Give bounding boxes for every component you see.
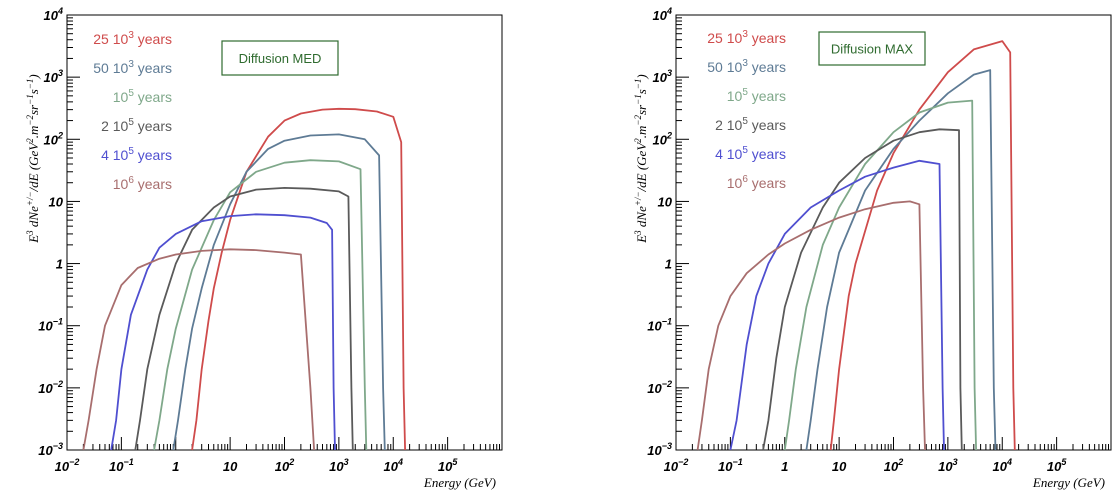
y-tick-label: 102 (653, 130, 672, 147)
legend-entry-1: 50 103 years (707, 58, 786, 75)
x-tick-label: 10−2 (664, 457, 689, 474)
y-axis-ticks (67, 14, 80, 451)
x-tick-label: 104 (384, 457, 403, 474)
legend-entry-3: 2 105 years (715, 116, 786, 133)
legend-entry-0: 25 103 years (707, 29, 786, 46)
legend-entry-1: 50 103 years (93, 59, 172, 76)
chart-panel-diffusion-med: 10−2 10−1 1 10 102 103 104 10510−310−210−111010… (25, 6, 503, 490)
x-tick-label: 103 (938, 457, 957, 474)
x-tick-label: 102 (275, 457, 294, 474)
y-tick-label: 10 (658, 194, 673, 209)
x-tick-label: 1 (781, 459, 788, 474)
x-axis-ticks (675, 437, 1110, 450)
legend-entry-3: 2 105 years (101, 117, 172, 134)
series-line-1 (172, 133, 386, 451)
x-axis-label: Energy (GeV) (1032, 475, 1105, 490)
plot-frame (66, 14, 503, 451)
x-tick-label: 10−1 (718, 457, 743, 474)
annotation-box (818, 31, 926, 66)
x-tick-label: 103 (329, 457, 348, 474)
x-tick-label: 105 (438, 457, 458, 474)
x-tick-label: 10−2 (55, 457, 80, 474)
x-tick-label: 10 (832, 459, 847, 474)
y-axis-ticks (676, 14, 689, 451)
legend-entry-5: 106 years (113, 175, 172, 192)
x-tick-label: 104 (993, 457, 1012, 474)
series-line-1 (805, 69, 997, 451)
y-tick-label: 10−2 (647, 379, 672, 396)
y-tick-label: 10−3 (647, 441, 672, 458)
annotation-label: Diffusion MED (239, 51, 322, 66)
series-line-4 (110, 213, 336, 451)
x-tick-label: 105 (1047, 457, 1067, 474)
x-axis-label: Energy (GeV) (423, 475, 496, 490)
annotation-label: Diffusion MAX (831, 42, 913, 57)
y-tick-label: 103 (44, 68, 63, 85)
series-line-2 (783, 99, 977, 451)
x-tick-label: 1 (172, 459, 179, 474)
y-tick-label: 1 (665, 257, 672, 272)
x-tick-label: 10 (223, 459, 238, 474)
y-tick-label: 10−3 (38, 441, 63, 458)
legend-entry-4: 4 105 years (101, 146, 172, 163)
chart-panel-diffusion-max: 10−2 10−1 1 10 102 103 104 10510−310−210−111010… (633, 6, 1112, 490)
legend-entry-0: 25 103 years (93, 30, 172, 47)
x-axis-ticks (66, 437, 501, 450)
y-tick-label: 102 (44, 130, 63, 147)
series-line-3 (134, 187, 354, 451)
y-tick-label: 10−1 (647, 317, 672, 334)
legend-entry-4: 4 105 years (715, 145, 786, 162)
y-axis-label: E3 dNe+/−/dE (GeV2.m−2sr−1s−1) (633, 74, 649, 243)
y-tick-label: 104 (44, 6, 63, 23)
legend-entry-2: 105 years (113, 88, 172, 105)
series-line-0 (191, 107, 406, 451)
series-line-2 (153, 159, 368, 451)
y-tick-label: 1 (56, 257, 63, 272)
series-line-3 (762, 128, 963, 451)
legend-entry-2: 105 years (727, 87, 786, 104)
y-tick-label: 10−2 (38, 379, 63, 396)
annotation-box (221, 40, 339, 76)
x-tick-label: 102 (884, 457, 903, 474)
y-tick-label: 103 (653, 68, 672, 85)
legend-entry-5: 106 years (727, 174, 786, 191)
series-line-5 (696, 200, 926, 451)
y-tick-label: 10−1 (38, 317, 63, 334)
y-tick-label: 10 (49, 194, 64, 209)
series-line-0 (829, 40, 1016, 451)
series-line-5 (82, 248, 315, 451)
series-line-4 (729, 159, 945, 451)
y-axis-label: E3 dNe+/−/dE (GeV2.m−2sr−1s−1) (25, 74, 41, 243)
x-tick-label: 10−1 (109, 457, 134, 474)
y-tick-label: 104 (653, 6, 672, 23)
